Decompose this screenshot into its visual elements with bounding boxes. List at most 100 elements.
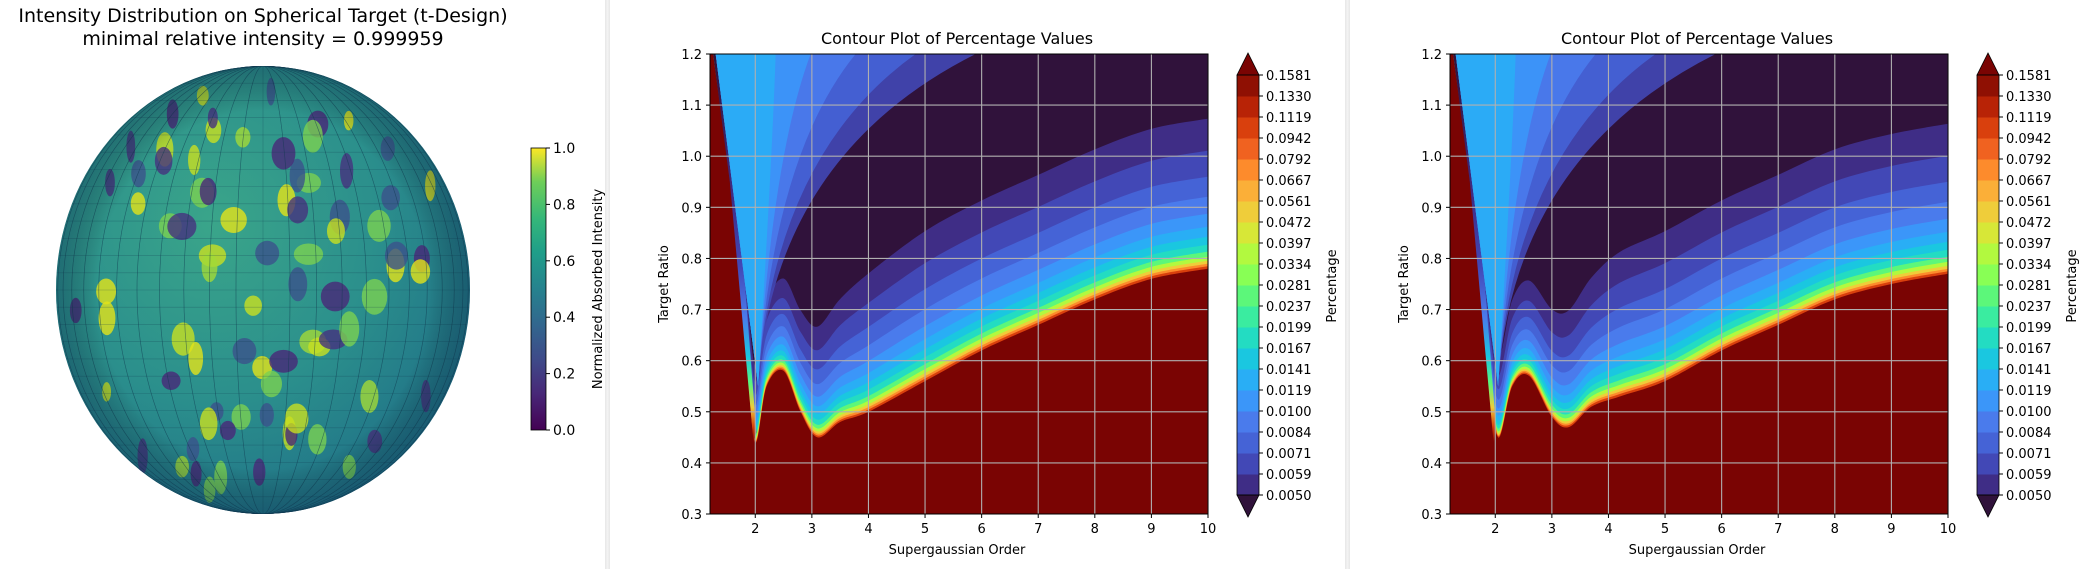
colorbar-segment <box>1977 75 1999 97</box>
colorbar-segment <box>1237 96 1259 118</box>
x-tick-label: 10 <box>1940 522 1957 537</box>
colorbar-tick-label: 1.0 <box>553 141 575 157</box>
colorbar-label: Normalized Absorbed Intensity <box>591 189 605 390</box>
contour-figure-2: Contour Plot of Percentage Values Superg… <box>1397 29 2080 558</box>
colorbar-segment <box>1237 201 1259 223</box>
contour-figure-1: Contour Plot of Percentage Values Superg… <box>657 29 1340 558</box>
colorbar-segment <box>1237 222 1259 244</box>
y-tick-label: 0.6 <box>1421 355 1442 370</box>
y-axis-label: Target Ratio <box>657 245 672 324</box>
colorbar-segment <box>1237 306 1259 328</box>
contour-title: Contour Plot of Percentage Values <box>1561 29 1833 48</box>
contour-field <box>1450 54 1948 514</box>
x-tick-label: 2 <box>1491 522 1499 537</box>
contour-wall <box>710 54 754 514</box>
colorbar-tick-label: 0.0199 <box>1266 321 1312 336</box>
x-tick-label: 7 <box>1034 522 1042 537</box>
colorbar-segment <box>1977 390 1999 412</box>
contour-wall <box>1450 54 1494 514</box>
colorbar-segment <box>1237 180 1259 202</box>
x-tick-label: 3 <box>1548 522 1556 537</box>
y-tick-label: 0.4 <box>1421 457 1442 472</box>
colorbar-tick-label: 0.0050 <box>2006 489 2052 504</box>
colorbar-segment <box>1977 117 1999 139</box>
x-tick-label: 7 <box>1774 522 1782 537</box>
colorbar-extend-min <box>1976 494 2000 518</box>
x-tick-label: 3 <box>808 522 816 537</box>
colorbar-segment <box>1237 369 1259 391</box>
sphere-edge-shade <box>56 66 470 514</box>
colorbar-segment <box>1237 327 1259 349</box>
panel-divider <box>605 0 610 569</box>
colorbar-segment <box>1977 327 1999 349</box>
axis-ticks: 2 3 4 5 6 7 8 9 10 0.3 0.4 0.5 0.6 0.7 0.8 0.9 1.0 1.1 1.2 <box>681 48 1216 537</box>
axis-ticks: 2 3 4 5 6 7 8 9 10 0.3 0.4 0.5 0.6 0.7 0.8 0.9 1.0 1.1 1.2 <box>1421 48 1956 537</box>
contour-field <box>710 54 1208 514</box>
colorbar-segment <box>1237 390 1259 412</box>
colorbar-tick-label: 0.1119 <box>1266 111 1312 126</box>
colorbar-tick-label: 0.0 <box>553 423 575 439</box>
colorbar-tick-label: 0.0334 <box>2006 258 2052 273</box>
x-tick-label: 9 <box>1887 522 1895 537</box>
colorbar-tick-label: 0.0667 <box>1266 174 1312 189</box>
y-tick-label: 0.5 <box>681 406 702 421</box>
colorbar-tick-label: 0.0792 <box>1266 153 1312 168</box>
colorbar-tick-label: 0.6 <box>553 254 575 270</box>
y-tick-label: 0.3 <box>1421 508 1442 523</box>
colorbar-tick-label: 0.1330 <box>2006 90 2052 105</box>
colorbar-tick-label: 0.1581 <box>2006 69 2052 84</box>
colorbar-tick-label: 0.0561 <box>1266 195 1312 210</box>
colorbar-label: Percentage <box>2065 249 2080 322</box>
y-tick-label: 0.4 <box>681 457 702 472</box>
contour-wall-gradient <box>713 54 757 443</box>
colorbar-segment <box>1977 411 1999 433</box>
colorbar-tick-label: 0.0167 <box>1266 342 1312 357</box>
colorbar-segment <box>1977 348 1999 370</box>
colorbar-segment <box>1977 201 1999 223</box>
y-tick-label: 0.7 <box>681 304 702 319</box>
colorbar-tick-label: 0.0100 <box>1266 405 1312 420</box>
colorbar-segment <box>1237 453 1259 475</box>
colorbar-tick-label: 0.0071 <box>2006 447 2052 462</box>
contour-colorbar: 0.0050 0.0059 0.0071 0.0084 0.0100 0.0119 0.01… <box>1976 52 2052 518</box>
colorbar-tick-label: 0.0100 <box>2006 405 2052 420</box>
y-tick-label: 0.8 <box>1421 252 1442 267</box>
y-tick-label: 0.7 <box>1421 304 1442 319</box>
colorbar-tick-label: 0.0059 <box>2006 468 2052 483</box>
x-tick-label: 9 <box>1147 522 1155 537</box>
colorbar-segment <box>1977 306 1999 328</box>
colorbar-extend-max <box>1976 52 2000 76</box>
x-tick-label: 6 <box>1717 522 1725 537</box>
colorbar-tick-label: 0.1330 <box>1266 90 1312 105</box>
colorbar-segment <box>1977 243 1999 265</box>
colorbar-tick-label: 0.0141 <box>2006 363 2052 378</box>
colorbar-tick-label: 0.0071 <box>1266 447 1312 462</box>
contour-band-max <box>1450 54 1948 514</box>
colorbar-tick-label: 0.0397 <box>2006 237 2052 252</box>
contour-wall-gradient <box>1453 54 1497 443</box>
x-axis-label: Supergaussian Order <box>889 543 1026 558</box>
y-tick-label: 1.2 <box>681 48 702 63</box>
x-tick-label: 4 <box>864 522 872 537</box>
colorbar-tick-label: 0.0059 <box>1266 468 1312 483</box>
colorbar-tick-label: 0.0942 <box>2006 132 2052 147</box>
panel-divider <box>1345 0 1350 569</box>
colorbar-segment <box>1977 138 1999 160</box>
colorbar-segment <box>1977 180 1999 202</box>
y-tick-label: 1.1 <box>681 99 702 114</box>
y-tick-label: 0.5 <box>1421 406 1442 421</box>
contour-band <box>1455 54 1516 387</box>
colorbar-segment <box>1237 411 1259 433</box>
y-tick-label: 1.1 <box>1421 99 1442 114</box>
plot-frame <box>1449 53 1949 515</box>
contour-panel-1: Contour Plot of Percentage Values Superg… <box>610 0 1345 569</box>
contour-band-max <box>710 54 1208 514</box>
colorbar-segment <box>1977 96 1999 118</box>
colorbar-tick-label: 0.0942 <box>1266 132 1312 147</box>
contour-fan <box>1455 54 1716 387</box>
colorbar-tick-label: 0.0281 <box>2006 279 2052 294</box>
y-tick-label: 1.2 <box>1421 48 1442 63</box>
contour-band <box>715 54 776 387</box>
colorbar-tick-label: 0.0119 <box>2006 384 2052 399</box>
grid <box>710 53 1209 515</box>
